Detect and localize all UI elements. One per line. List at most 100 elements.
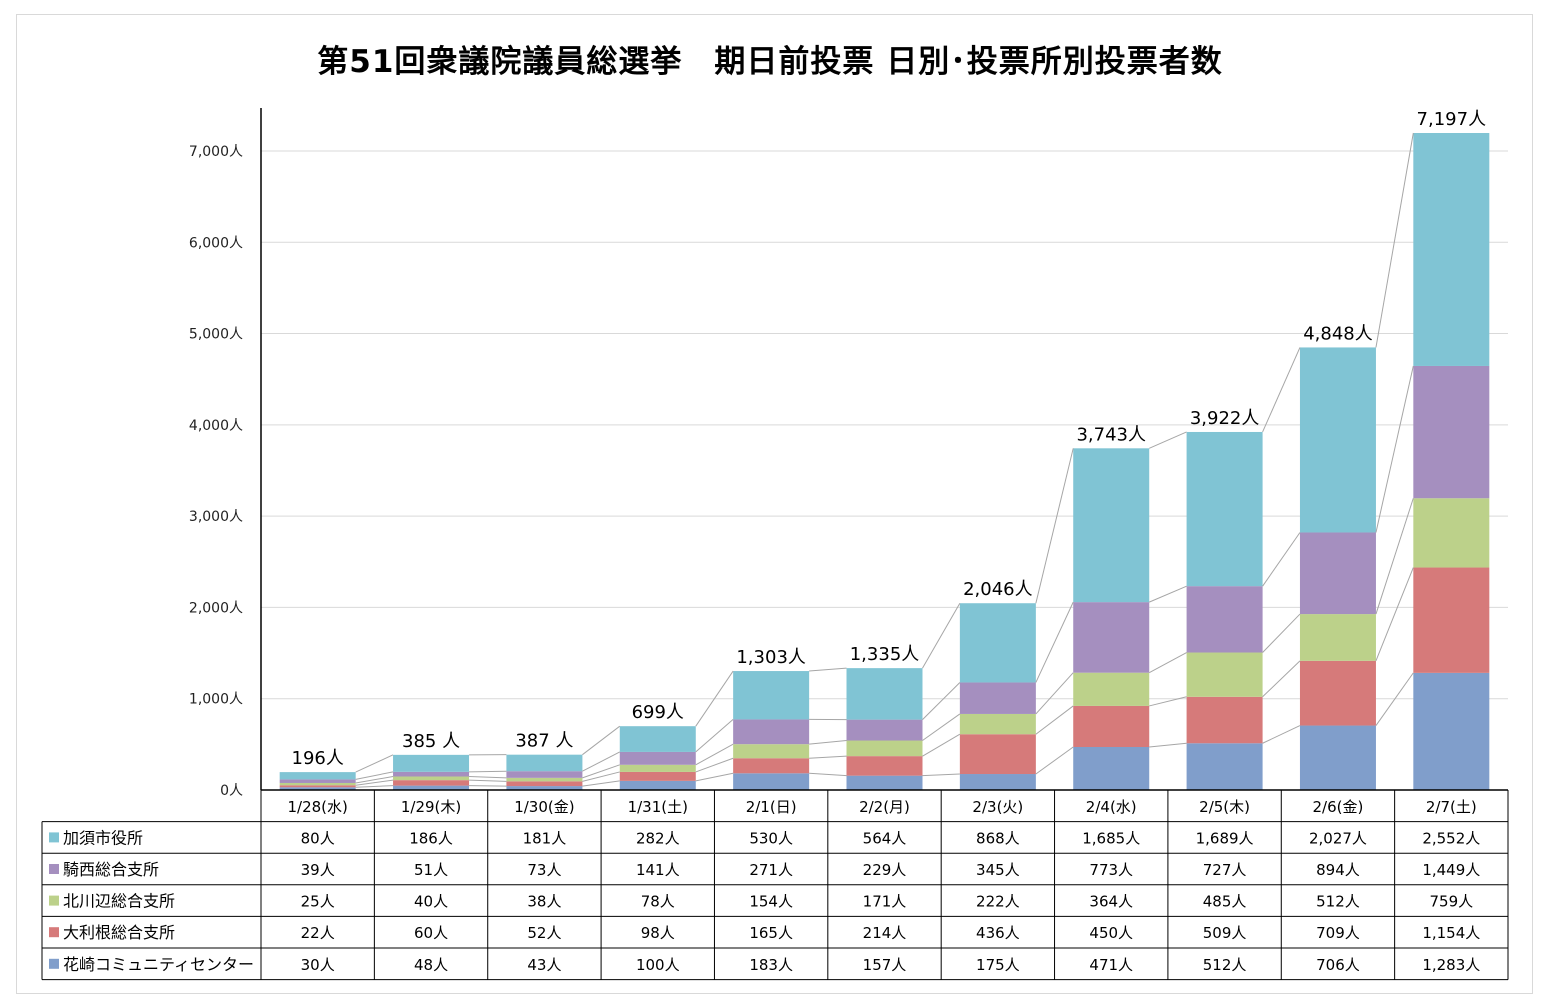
series-connector-2-7 xyxy=(1148,652,1187,674)
series-connector-0-9 xyxy=(1375,672,1414,726)
table-cell-1-5: 229人 xyxy=(863,861,907,879)
series-connector-0-2 xyxy=(582,780,620,787)
table-cell-1-6: 345人 xyxy=(976,861,1020,879)
table-cell-4-6: 175人 xyxy=(976,956,1020,974)
table-cell-2-4: 154人 xyxy=(749,893,793,911)
bar-segment-2-0 xyxy=(279,782,356,786)
table-cell-2-7: 364人 xyxy=(1089,893,1133,911)
series-connector-2-0 xyxy=(355,775,394,784)
table-cell-3-5: 214人 xyxy=(863,924,907,942)
legend-key-0 xyxy=(49,832,59,843)
table-cell-3-2: 52人 xyxy=(527,924,561,942)
series-connector-3-6 xyxy=(1035,601,1074,683)
bar-segment-2-5 xyxy=(846,740,923,757)
table-cell-1-8: 727人 xyxy=(1203,861,1247,879)
category-label-2: 1/30(金) xyxy=(514,798,574,816)
bar-segment-2-8 xyxy=(1186,652,1263,697)
bar-segment-1-5 xyxy=(846,756,923,776)
series-connector-1-3 xyxy=(695,757,734,773)
bar-segment-4-1 xyxy=(393,754,470,772)
bar-segment-2-2 xyxy=(506,777,583,782)
table-cell-0-0: 80人 xyxy=(301,829,335,847)
table-cell-2-8: 485人 xyxy=(1203,893,1247,911)
bar-segment-1-10 xyxy=(1413,567,1490,673)
bar-segment-0-1 xyxy=(393,785,470,790)
table-cell-1-7: 773人 xyxy=(1089,861,1133,879)
bar-segment-1-9 xyxy=(1299,660,1376,726)
total-label-1: 385 人 xyxy=(402,731,460,752)
table-cell-4-3: 100人 xyxy=(636,956,680,974)
bar-segment-0-6 xyxy=(959,774,1036,790)
table-cell-2-0: 25人 xyxy=(301,893,335,911)
table-cell-0-9: 2,027人 xyxy=(1309,829,1367,847)
series-connector-1-4 xyxy=(809,755,847,759)
series-connector-4-4 xyxy=(809,667,847,672)
bar-segment-3-2 xyxy=(506,771,583,778)
bar-segment-3-8 xyxy=(1186,586,1263,653)
total-label-10: 7,197人 xyxy=(1417,109,1487,130)
bar-segment-4-6 xyxy=(959,603,1036,683)
legend-label-1: 騎西総合支所 xyxy=(63,860,159,879)
series-connector-1-5 xyxy=(922,733,961,757)
bar-segment-4-9 xyxy=(1299,347,1376,533)
bar-segment-4-4 xyxy=(733,671,810,720)
table-cell-0-6: 868人 xyxy=(976,829,1020,847)
y-tick-label-7000: 7,000人 xyxy=(189,144,243,160)
table-cell-4-5: 157人 xyxy=(863,956,907,974)
bar-segment-0-0 xyxy=(279,787,356,790)
series-connector-4-7 xyxy=(1149,431,1187,449)
bar-segment-3-0 xyxy=(279,779,356,783)
table-cell-0-5: 564人 xyxy=(863,829,907,847)
table-cell-3-7: 450人 xyxy=(1089,924,1133,942)
bar-segment-3-3 xyxy=(619,751,696,765)
bar-segment-2-3 xyxy=(619,764,696,772)
bar-segment-2-9 xyxy=(1299,614,1376,661)
table-cell-3-0: 22人 xyxy=(301,924,335,942)
series-connector-4-3 xyxy=(695,670,734,727)
series-connector-1-0 xyxy=(355,779,394,786)
bar-segment-0-3 xyxy=(619,780,696,790)
category-label-3: 1/31(土) xyxy=(628,798,688,816)
series-connector-4-9 xyxy=(1375,132,1414,348)
bar-segment-3-6 xyxy=(959,682,1036,714)
series-connector-2-6 xyxy=(1035,672,1074,715)
table-cell-3-9: 709人 xyxy=(1316,924,1360,942)
bar-segment-3-7 xyxy=(1073,602,1150,673)
series-connector-2-8 xyxy=(1262,613,1301,653)
table-cell-2-1: 40人 xyxy=(414,893,448,911)
total-label-2: 387 人 xyxy=(515,731,573,752)
table-cell-3-10: 1,154人 xyxy=(1422,924,1480,942)
table-cell-4-2: 43人 xyxy=(527,956,561,974)
bar-segment-2-1 xyxy=(393,776,470,781)
bar-segment-2-4 xyxy=(733,744,810,759)
bar-segment-1-4 xyxy=(733,758,810,774)
total-label-9: 4,848人 xyxy=(1303,323,1373,344)
series-connector-1-8 xyxy=(1262,660,1301,698)
category-label-6: 2/3(火) xyxy=(972,798,1023,816)
table-cell-4-7: 471人 xyxy=(1089,956,1133,974)
table-cell-3-8: 509人 xyxy=(1203,924,1247,942)
bar-segment-4-0 xyxy=(279,772,356,780)
table-cell-1-3: 141人 xyxy=(636,861,680,879)
y-tick-label-2000: 2,000人 xyxy=(189,600,243,616)
table-cell-2-10: 759人 xyxy=(1429,893,1473,911)
category-label-4: 2/1(日) xyxy=(746,798,797,816)
table-cell-3-6: 436人 xyxy=(976,924,1020,942)
bar-segment-4-8 xyxy=(1186,431,1263,587)
y-tick-label-4000: 4,000人 xyxy=(189,418,243,434)
legend-key-2 xyxy=(49,895,59,906)
series-connector-2-5 xyxy=(922,713,961,741)
category-label-0: 1/28(水) xyxy=(287,798,347,816)
series-connector-0-3 xyxy=(695,772,734,782)
bar-segment-4-5 xyxy=(846,668,923,720)
bar-segment-4-7 xyxy=(1073,448,1150,603)
bar-segment-0-9 xyxy=(1299,725,1376,790)
series-connector-2-1 xyxy=(469,775,507,779)
series-connector-2-3 xyxy=(695,743,734,766)
total-label-7: 3,743人 xyxy=(1076,424,1146,445)
series-connector-1-1 xyxy=(469,779,507,782)
series-connector-2-4 xyxy=(809,740,847,745)
series-connector-3-7 xyxy=(1149,585,1187,603)
bar-segment-1-1 xyxy=(393,780,470,786)
